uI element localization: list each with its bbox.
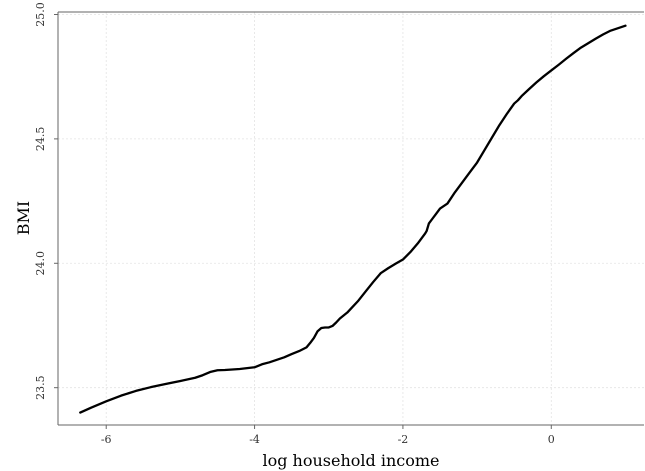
axes [57,11,644,426]
x-tick-label: -2 [398,433,409,446]
y-tick-label: 24.0 [34,251,47,276]
x-tick-label: -6 [101,433,112,446]
x-axis-title: log household income [262,451,439,470]
plot-area [58,12,644,425]
y-axis-title: BMI [14,201,33,235]
y-tick-label: 25.0 [34,2,47,27]
series-layer [79,24,627,414]
ticks: -6 -4 -2 0 23.5 24.0 24.5 25.0 [34,2,555,446]
y-tick-label: 23.5 [34,375,47,400]
grid [58,12,644,425]
series-line [79,24,627,414]
x-tick-label: -4 [249,433,260,446]
y-tick-label: 24.5 [34,127,47,152]
x-tick-label: 0 [548,433,555,446]
